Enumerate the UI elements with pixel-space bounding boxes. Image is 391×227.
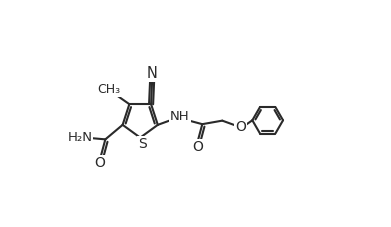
Text: O: O xyxy=(192,140,203,154)
Text: O: O xyxy=(235,120,246,134)
Text: NH: NH xyxy=(170,110,190,123)
Text: H₂N: H₂N xyxy=(67,131,92,144)
Text: S: S xyxy=(138,137,146,151)
Text: O: O xyxy=(94,156,105,170)
Text: CH₃: CH₃ xyxy=(97,83,120,96)
Text: N: N xyxy=(147,66,158,81)
